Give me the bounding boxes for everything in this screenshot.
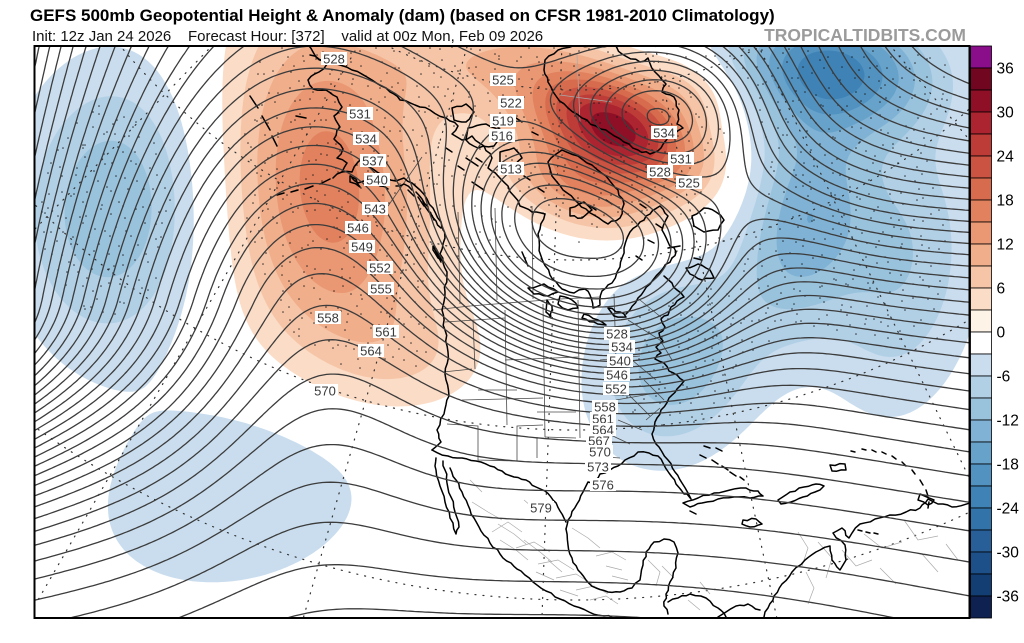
svg-text:567: 567 [588, 434, 610, 449]
svg-text:546: 546 [347, 221, 369, 236]
svg-text:513: 513 [500, 162, 522, 177]
svg-text:561: 561 [375, 325, 397, 340]
svg-text:540: 540 [609, 354, 631, 369]
svg-text:-36: -36 [997, 589, 1019, 606]
svg-text:534: 534 [611, 340, 633, 355]
svg-text:528: 528 [323, 52, 345, 67]
svg-text:546: 546 [606, 368, 628, 383]
svg-text:552: 552 [369, 261, 391, 276]
svg-text:528: 528 [649, 165, 671, 180]
svg-text:555: 555 [370, 282, 392, 297]
svg-text:18: 18 [997, 193, 1014, 210]
svg-text:534: 534 [355, 132, 377, 147]
svg-text:561: 561 [592, 412, 614, 427]
svg-text:570: 570 [589, 445, 611, 460]
svg-text:534: 534 [653, 126, 675, 141]
svg-text:528: 528 [606, 327, 628, 342]
svg-text:540: 540 [366, 173, 388, 188]
svg-text:531: 531 [670, 152, 692, 167]
svg-text:558: 558 [317, 311, 339, 326]
svg-text:30: 30 [997, 105, 1015, 122]
svg-text:549: 549 [351, 240, 373, 255]
svg-text:564: 564 [592, 423, 614, 438]
svg-text:6: 6 [997, 281, 1006, 298]
svg-text:516: 516 [491, 129, 513, 144]
svg-text:-30: -30 [997, 545, 1020, 562]
svg-text:525: 525 [492, 73, 514, 88]
svg-text:-24: -24 [997, 501, 1020, 518]
svg-text:552: 552 [605, 382, 627, 397]
svg-text:-18: -18 [997, 457, 1019, 474]
svg-text:36: 36 [997, 61, 1014, 78]
svg-text:531: 531 [349, 107, 371, 122]
svg-text:570: 570 [314, 384, 336, 399]
svg-text:573: 573 [587, 460, 609, 475]
svg-text:576: 576 [592, 478, 614, 493]
svg-text:525: 525 [678, 176, 700, 191]
svg-text:24: 24 [997, 149, 1015, 166]
svg-text:537: 537 [362, 154, 384, 169]
svg-text:579: 579 [530, 501, 552, 516]
svg-text:522: 522 [500, 96, 522, 111]
svg-text:12: 12 [997, 237, 1014, 254]
svg-text:Init: 12z Jan 24 2026 Forec: Init: 12z Jan 24 2026 Forecast Hour: [37… [32, 28, 543, 45]
svg-text:519: 519 [492, 114, 514, 129]
svg-text:TROPICALTIDBITS.COM: TROPICALTIDBITS.COM [764, 25, 966, 45]
svg-text:0: 0 [997, 325, 1006, 342]
svg-text:543: 543 [364, 202, 386, 217]
svg-text:564: 564 [360, 344, 382, 359]
svg-text:-6: -6 [997, 369, 1011, 386]
svg-text:558: 558 [594, 400, 616, 415]
svg-text:-12: -12 [997, 413, 1019, 430]
svg-text:GEFS 500mb Geopotential Height: GEFS 500mb Geopotential Height & Anomaly… [30, 6, 775, 25]
